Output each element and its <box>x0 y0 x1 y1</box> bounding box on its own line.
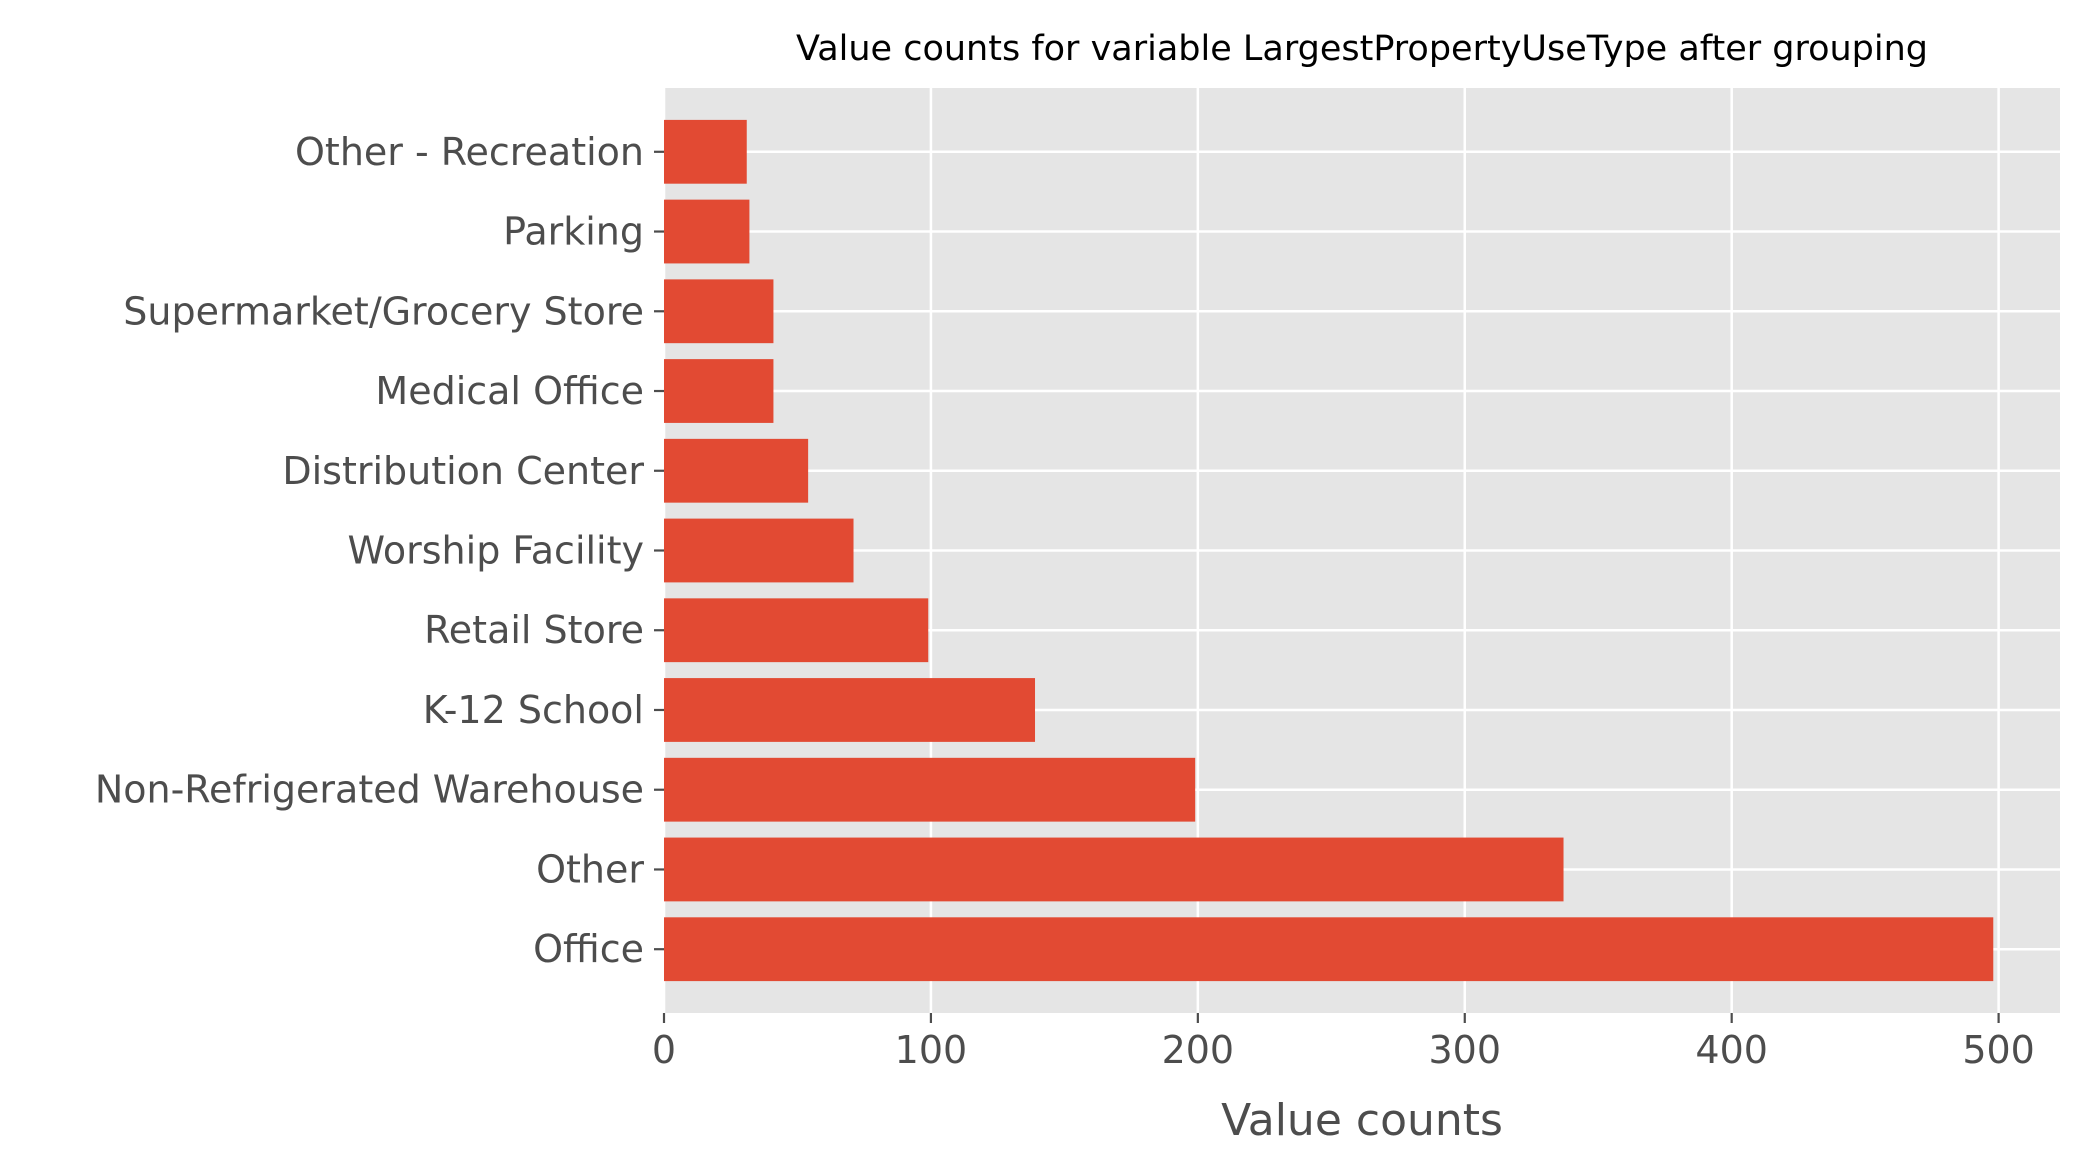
bars <box>664 119 1994 982</box>
bar <box>664 837 1564 902</box>
y-tick-label: Medical Office <box>375 369 644 413</box>
bar <box>664 279 774 344</box>
y-tick-label: Other - Recreation <box>295 130 644 174</box>
bar <box>664 757 1196 822</box>
chart-title: Value counts for variable LargestPropert… <box>796 29 1928 69</box>
x-tick-label: 100 <box>895 1028 968 1072</box>
x-tick-label: 200 <box>1162 1028 1235 1072</box>
bar <box>664 518 854 583</box>
y-tick-label: Supermarket/Grocery Store <box>123 289 644 333</box>
x-axis-label: Value counts <box>1221 1095 1503 1146</box>
x-tick-label: 300 <box>1428 1028 1501 1072</box>
y-axis-ticks: Office Other Non-Refrigerated Warehouse K-1… <box>95 130 664 971</box>
bar <box>664 199 750 264</box>
x-tick-label: 0 <box>652 1028 676 1072</box>
bar <box>664 678 1036 742</box>
bar <box>664 598 929 663</box>
y-tick-label: Office <box>533 927 644 971</box>
x-tick-label: 400 <box>1695 1028 1768 1072</box>
y-tick-label: Retail Store <box>424 608 644 652</box>
x-axis-ticks: 0 100 200 300 400 500 <box>652 1013 2035 1072</box>
y-tick-label: Distribution Center <box>282 449 644 493</box>
bar <box>664 359 774 423</box>
y-tick-label: Non-Refrigerated Warehouse <box>95 768 644 812</box>
y-tick-label: Parking <box>503 210 644 254</box>
bar <box>664 438 809 503</box>
bar <box>664 119 747 184</box>
bar <box>664 917 1994 982</box>
y-tick-label: K-12 School <box>423 688 644 732</box>
y-tick-label: Worship Facility <box>348 529 644 573</box>
y-tick-label: Other <box>536 847 644 891</box>
x-tick-label: 500 <box>1962 1028 2035 1072</box>
